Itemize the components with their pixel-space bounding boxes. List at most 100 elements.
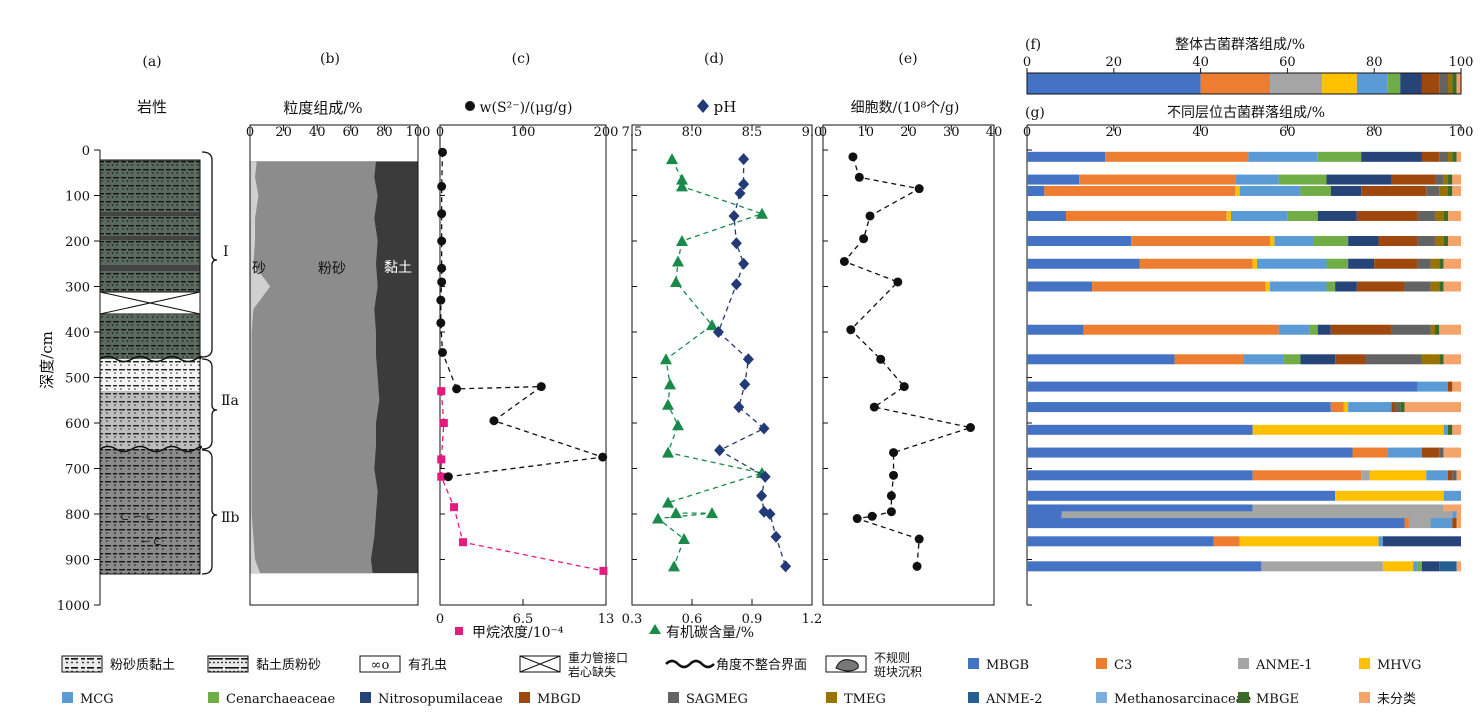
panel-d-title-marker	[697, 99, 709, 113]
g-segment-Cenarchaeaceae	[1317, 151, 1362, 162]
legend-patch-shape	[835, 659, 859, 672]
ph-point	[730, 278, 742, 291]
g-segment-SAGMEG	[1395, 402, 1401, 413]
g-segment-Cenarchaeaceae	[1326, 258, 1349, 269]
legend-swatch-未分类	[1359, 692, 1370, 703]
d-bottom-tick-label: 0.6	[682, 612, 703, 627]
g-segment-MBGE	[1443, 236, 1448, 246]
legend-swatch-Cenarchaeaceae	[208, 692, 219, 703]
g-segment-Cenarchaeaceae	[1313, 236, 1349, 246]
depth-tick-label: 900	[65, 554, 90, 569]
g-segment-MCG	[1248, 151, 1318, 162]
cells-point	[912, 561, 922, 571]
grain-size-panel: 0 20 40 60 80 100	[246, 124, 430, 606]
e-top-tick-label: 10	[857, 125, 874, 140]
g-segment-MBGB	[1027, 511, 1062, 522]
methane-point	[599, 566, 608, 575]
panel-c-title-marker	[465, 101, 475, 111]
g-segment-MBGB	[1027, 236, 1132, 246]
g-segment-未分类	[1443, 354, 1461, 365]
d-top-tick-label: 7.5	[622, 125, 643, 140]
g-segment-MBGE	[1400, 402, 1405, 413]
g-tick-label: 60	[1279, 125, 1296, 140]
depth-tick-label: 0	[82, 144, 90, 159]
depth-axis: 0 100 200 300 400 500 600 700 800 900 1000	[57, 144, 101, 614]
legend-label-MHVG: MHVG	[1377, 658, 1421, 673]
unit-label-I: Ⅰ	[223, 244, 229, 260]
cells-point	[886, 507, 896, 517]
legend-label-MBGE: MBGE	[1256, 692, 1299, 707]
methane-point	[437, 387, 446, 396]
e-top-tick-label: 0	[819, 125, 827, 140]
overall-community-panel: 0 20 40 60 80 100	[1023, 55, 1473, 95]
depth-tick-label: 800	[65, 508, 90, 523]
depth-tick-label: 200	[65, 235, 90, 250]
ph-point	[728, 209, 740, 222]
g-segment-未分类	[1452, 174, 1461, 185]
g-segment-MBGB	[1027, 185, 1045, 196]
unit-label-IIb: Ⅱb	[221, 510, 240, 526]
g-segment-TMEG	[1434, 236, 1444, 246]
legend-label-clayey_silt: 黏土质粉砂	[256, 657, 321, 673]
toc-point	[664, 378, 676, 390]
g-segment-Nitrosopumilaceae	[1382, 536, 1461, 547]
d-top-tick-label: 8.5	[742, 125, 763, 140]
cells-point	[965, 423, 975, 433]
g-segment-MHVG	[1265, 281, 1271, 292]
f-segment-MBGB	[1027, 73, 1201, 94]
foram-marks: ⊂ ∽ ⊂	[120, 510, 155, 523]
g-segment-未分类	[1443, 504, 1461, 515]
g-segment-MBGB	[1027, 402, 1331, 413]
g-segment-MCG	[1270, 281, 1327, 292]
toc-point	[672, 255, 684, 267]
legend-label-ANME-2: ANME-2	[985, 692, 1042, 707]
toc-point	[706, 507, 718, 519]
g-segment-MBGB	[1027, 174, 1080, 185]
toc-point	[678, 533, 690, 545]
g-segment-TMEG	[1421, 354, 1440, 365]
f-segment-Nitrosopumilaceae	[1400, 73, 1422, 94]
g-segment-SAGMEG	[1417, 258, 1431, 269]
legend-swatch-silty_clay	[61, 655, 103, 673]
panel-c-title: w(S²⁻)/(μg/g)	[480, 100, 573, 116]
depth-tick-label: 500	[65, 372, 90, 387]
c-bottom-tick-label: 0	[436, 612, 444, 627]
cells-point	[848, 152, 858, 162]
g-segment-SAGMEG	[1452, 470, 1457, 481]
g-segment-Nitrosopumilaceae	[1335, 281, 1357, 292]
legend-label-未分类: 未分类	[1377, 692, 1416, 707]
toc-point	[670, 275, 682, 287]
unconformity-line-1	[99, 355, 203, 363]
legend-swatch-MBGD	[519, 692, 530, 703]
depth-tick-label: 600	[65, 417, 90, 432]
f-tick-label: 20	[1106, 55, 1123, 70]
grain-tick-label: 20	[275, 125, 292, 140]
g-segment-C3	[1079, 174, 1236, 185]
f-segment-C3	[1200, 73, 1271, 94]
g-segment-MBGB	[1027, 470, 1253, 481]
c-top-tick-label: 200	[594, 125, 619, 140]
legend-swatch-foram	[359, 655, 401, 673]
g-segment-未分类	[1443, 258, 1461, 269]
g-segment-未分类	[1439, 324, 1461, 335]
toc-line	[656, 158, 765, 567]
g-segment-Nitrosopumilaceae	[1326, 174, 1392, 185]
panel-d-title: pH	[714, 98, 737, 116]
legend-label-MCG: MCG	[80, 692, 114, 707]
legend-swatch-TMEG	[826, 692, 837, 703]
g-segment-SAGMEG	[1391, 324, 1431, 335]
ph-point	[758, 422, 770, 435]
g-segment-Cenarchaeaceae	[1300, 185, 1331, 196]
g-tick-label: 80	[1366, 125, 1383, 140]
g-segment-MHVG	[1343, 402, 1349, 413]
sulfide-point	[437, 181, 447, 191]
e-top-tick-label: 40	[986, 125, 1003, 140]
g-segment-ANME-1	[1261, 561, 1383, 572]
legend-swatch-ANME-2	[968, 692, 979, 703]
cells-point	[867, 511, 877, 521]
legend-label-MBGD: MBGD	[537, 692, 581, 707]
unconformity-line-2	[99, 445, 203, 453]
g-segment-SAGMEG	[1439, 447, 1444, 458]
legend-swatch-MBGE	[1238, 692, 1249, 703]
